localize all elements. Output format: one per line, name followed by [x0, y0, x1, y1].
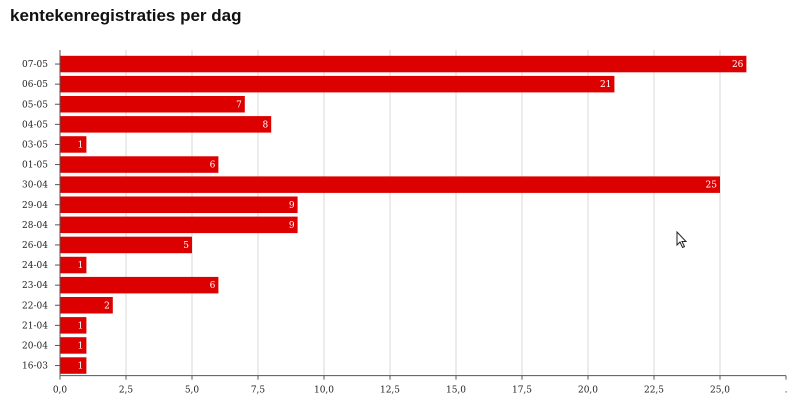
category-label: 05-05	[22, 100, 48, 110]
x-tick-label: 20,0	[578, 386, 598, 396]
bar-24-04	[60, 256, 87, 274]
x-tick-label: 25,0	[710, 386, 730, 396]
data-label: 1	[78, 362, 84, 372]
category-label: 16-03	[22, 362, 48, 372]
x-tick-label: 5,0	[185, 386, 200, 396]
x-tick-label: 22,5	[644, 386, 664, 396]
bar-21-04	[60, 317, 87, 334]
data-label: 6	[210, 281, 216, 291]
category-label: 30-04	[22, 181, 48, 191]
data-label: 1	[78, 321, 84, 331]
data-label: 2	[104, 301, 110, 311]
category-label: 07-05	[22, 60, 48, 70]
data-label: 21	[600, 80, 611, 90]
x-tick-label: 10,0	[314, 386, 334, 396]
x-tick-label: 15,0	[446, 386, 466, 396]
bar-06-05	[60, 75, 615, 93]
data-label: 25	[706, 181, 718, 191]
bar-05-05	[60, 96, 245, 113]
data-label: 6	[210, 161, 216, 171]
bar-03-05	[60, 136, 87, 153]
bar-26-04	[60, 236, 192, 254]
bar-20-04	[60, 337, 87, 354]
data-label: 1	[78, 341, 84, 351]
category-label: 28-04	[22, 221, 48, 231]
category-label: 20-04	[22, 341, 48, 351]
x-tick-label: 2,5	[119, 386, 134, 396]
data-label: 5	[183, 241, 189, 251]
category-label: 03-05	[22, 140, 48, 150]
data-label: 1	[78, 261, 84, 271]
x-tick-label: 0,0	[53, 386, 68, 396]
x-tick-label: .	[785, 386, 788, 396]
category-label: 06-05	[22, 80, 48, 90]
category-label: 26-04	[22, 241, 48, 251]
bar-07-05	[60, 55, 747, 73]
bar-28-04	[60, 216, 298, 234]
x-tick-label: 7,5	[251, 386, 266, 396]
x-tick-label: 17,5	[512, 386, 532, 396]
category-label: 21-04	[22, 321, 48, 331]
bar-01-05	[60, 156, 219, 173]
bar-23-04	[60, 276, 219, 294]
chart-title: kentekenregistraties per dag	[10, 6, 242, 25]
data-label: 9	[289, 221, 295, 231]
category-label: 29-04	[22, 201, 48, 211]
data-label: 9	[289, 201, 295, 211]
data-label: 7	[236, 100, 242, 110]
axes: 0,0 2,5 5,0 7,5 10,0 12,5 15,0 17,5 20,0 22,5 25,0…	[22, 50, 788, 396]
category-label: 24-04	[22, 261, 48, 271]
bar-16-03	[60, 357, 87, 374]
category-label: 22-04	[22, 301, 48, 311]
x-tick-label: 12,5	[380, 386, 400, 396]
bar-30-04	[60, 176, 720, 193]
mouse-cursor-icon	[676, 231, 688, 249]
data-label: 1	[78, 140, 84, 150]
bar-29-04	[60, 196, 298, 213]
data-label: 8	[262, 120, 268, 130]
bar-22-04	[60, 297, 113, 314]
category-label: 01-05	[22, 161, 48, 171]
data-label: 26	[732, 60, 744, 70]
bar-04-05	[60, 116, 272, 133]
category-label: 23-04	[22, 281, 48, 291]
category-label: 04-05	[22, 120, 48, 130]
